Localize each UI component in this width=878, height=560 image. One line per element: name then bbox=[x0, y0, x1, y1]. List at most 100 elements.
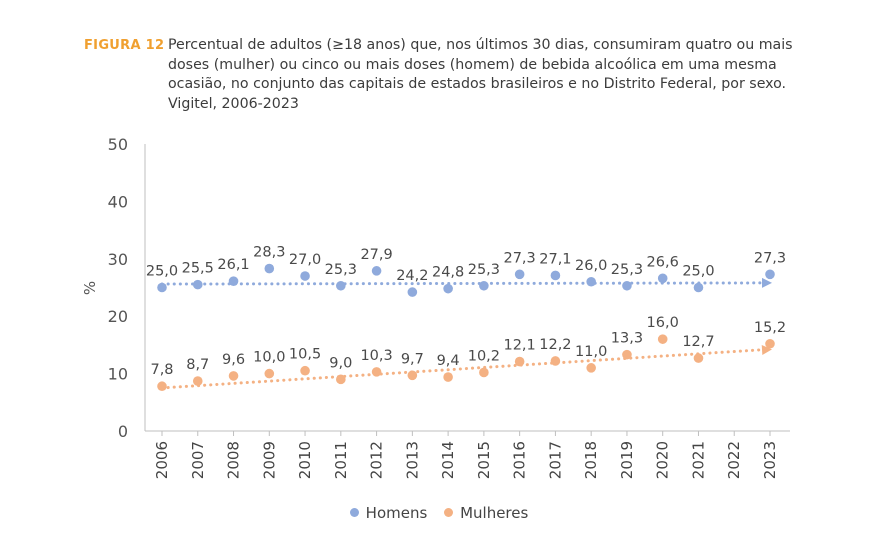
data-point-mulheres bbox=[228, 371, 239, 381]
legend-label-mulheres: Mulheres bbox=[460, 503, 529, 522]
data-point-mulheres bbox=[371, 367, 382, 377]
data-point-mulheres bbox=[264, 368, 275, 379]
data-point-mulheres bbox=[407, 370, 418, 381]
data-label-homens: 24,8 bbox=[432, 265, 464, 281]
legend-item-homens: Homens bbox=[349, 503, 428, 522]
x-tick-label: 2016 bbox=[511, 441, 529, 479]
x-tick-label: 2013 bbox=[403, 441, 421, 479]
data-label-mulheres: 8,7 bbox=[186, 357, 209, 373]
data-label-mulheres: 7,8 bbox=[150, 362, 173, 378]
y-tick-label: 0 bbox=[118, 422, 128, 441]
x-tick-label: 2006 bbox=[153, 441, 171, 479]
data-point-homens bbox=[157, 282, 167, 293]
x-tick-label: 2015 bbox=[475, 441, 493, 479]
legend-label-homens: Homens bbox=[365, 503, 428, 522]
x-tick-label: 2019 bbox=[618, 441, 636, 479]
figure-label: FIGURA 12 bbox=[84, 38, 165, 53]
y-axis-label: % bbox=[81, 281, 99, 295]
data-label-homens: 25,0 bbox=[146, 264, 178, 280]
x-tick-label: 2020 bbox=[654, 441, 672, 479]
data-label-mulheres: 9,6 bbox=[222, 352, 245, 368]
data-point-homens bbox=[693, 282, 704, 293]
data-label-homens: 25,3 bbox=[325, 262, 357, 278]
x-tick-label: 2022 bbox=[725, 441, 743, 479]
data-label-homens: 26,0 bbox=[575, 258, 607, 274]
data-label-homens: 25,5 bbox=[182, 261, 214, 277]
data-label-mulheres: 10,2 bbox=[468, 348, 500, 364]
data-label-homens: 27,3 bbox=[754, 250, 786, 266]
data-point-mulheres bbox=[479, 367, 489, 378]
x-tick-label: 2008 bbox=[225, 441, 243, 479]
data-point-homens bbox=[479, 280, 489, 291]
data-point-homens bbox=[192, 279, 203, 290]
data-label-homens: 27,0 bbox=[289, 252, 321, 268]
data-label-mulheres: 10,0 bbox=[253, 350, 285, 366]
chart-legend: Homens Mulheres bbox=[0, 503, 878, 522]
chart: 0 10 20 30 40 50% 2006 2007 2008 2009 2010 2011 2012… bbox=[81, 135, 790, 479]
y-tick-label: 10 bbox=[108, 365, 128, 384]
data-point-homens bbox=[371, 266, 382, 276]
data-point-homens bbox=[336, 280, 346, 291]
data-point-homens bbox=[765, 269, 775, 280]
x-tick-label: 2017 bbox=[546, 441, 564, 479]
x-tick-label: 2014 bbox=[439, 441, 457, 479]
data-label-homens: 25,0 bbox=[682, 264, 714, 280]
figure-caption-text: Percentual de adultos (≥18 anos) que, no… bbox=[168, 37, 793, 112]
data-point-homens bbox=[300, 271, 310, 281]
x-tick-label: 2007 bbox=[189, 441, 207, 479]
data-label-mulheres: 10,3 bbox=[360, 348, 392, 364]
x-tick-label: 2010 bbox=[296, 441, 314, 479]
data-label-homens: 27,9 bbox=[360, 247, 392, 263]
data-label-mulheres: 12,1 bbox=[503, 338, 535, 354]
data-point-homens bbox=[514, 269, 525, 280]
data-label-mulheres: 10,5 bbox=[289, 347, 321, 363]
data-label-mulheres: 9,7 bbox=[401, 351, 424, 367]
data-point-homens bbox=[228, 276, 239, 286]
data-label-homens: 24,2 bbox=[396, 268, 428, 284]
trendline-arrow-homens bbox=[761, 277, 772, 288]
data-point-mulheres bbox=[550, 356, 561, 366]
legend-item-mulheres: Mulheres bbox=[444, 504, 528, 522]
data-point-mulheres bbox=[336, 374, 346, 385]
data-point-mulheres bbox=[622, 349, 632, 360]
data-point-mulheres bbox=[514, 356, 525, 367]
x-tick-label: 2011 bbox=[332, 441, 350, 479]
legend-dot-homens bbox=[349, 508, 359, 517]
data-label-mulheres: 15,2 bbox=[754, 320, 786, 336]
y-tick-label: 30 bbox=[108, 250, 128, 269]
x-tick-label: 2021 bbox=[689, 441, 707, 479]
data-point-homens bbox=[586, 276, 596, 287]
data-point-mulheres bbox=[586, 363, 596, 373]
data-label-homens: 28,3 bbox=[253, 245, 285, 261]
data-point-homens bbox=[264, 263, 275, 274]
data-label-homens: 25,3 bbox=[611, 262, 643, 278]
data-point-mulheres bbox=[157, 381, 167, 392]
data-point-mulheres bbox=[443, 372, 453, 382]
data-label-mulheres: 11,0 bbox=[575, 344, 607, 360]
y-tick-label: 50 bbox=[108, 135, 128, 154]
data-point-homens bbox=[550, 270, 561, 281]
data-label-homens: 25,3 bbox=[468, 262, 500, 278]
data-label-mulheres: 12,7 bbox=[682, 334, 714, 350]
x-tick-label: 2018 bbox=[582, 441, 600, 479]
x-tick-label: 2012 bbox=[368, 441, 386, 479]
legend-dot-mulheres bbox=[444, 508, 454, 517]
data-label-mulheres: 9,0 bbox=[329, 355, 352, 371]
data-label-homens: 27,3 bbox=[503, 250, 535, 266]
data-point-mulheres bbox=[693, 353, 704, 363]
data-point-homens bbox=[657, 273, 668, 284]
y-tick-label: 40 bbox=[108, 192, 128, 211]
x-tick-label: 2009 bbox=[260, 441, 278, 479]
x-tick-label: 2023 bbox=[761, 441, 779, 479]
trendline-homens bbox=[160, 281, 768, 286]
data-point-mulheres bbox=[657, 334, 668, 344]
data-label-homens: 26,1 bbox=[217, 257, 249, 273]
data-point-homens bbox=[443, 283, 453, 294]
data-label-homens: 27,1 bbox=[539, 251, 571, 267]
data-point-homens bbox=[622, 280, 632, 291]
data-label-mulheres: 9,4 bbox=[437, 353, 460, 369]
data-point-mulheres bbox=[192, 376, 203, 386]
data-point-mulheres bbox=[765, 338, 775, 349]
data-label-mulheres: 16,0 bbox=[647, 315, 679, 331]
data-label-homens: 26,6 bbox=[647, 254, 679, 270]
